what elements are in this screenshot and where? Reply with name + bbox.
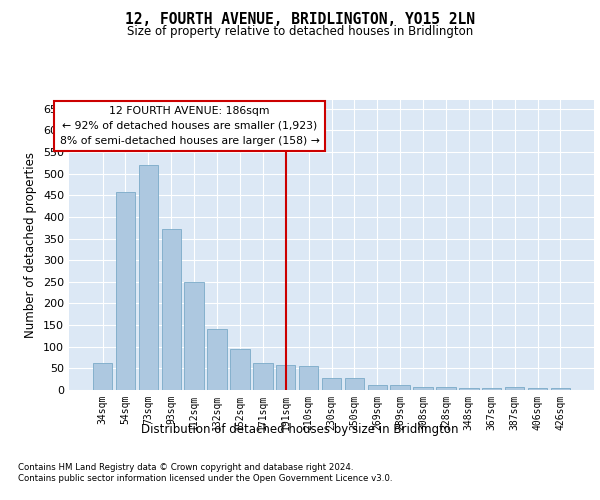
Bar — [368, 385, 387, 390]
Bar — [528, 388, 547, 390]
Bar — [93, 363, 112, 390]
Bar — [413, 386, 433, 390]
Text: Distribution of detached houses by size in Bridlington: Distribution of detached houses by size … — [141, 422, 459, 436]
Bar — [459, 388, 479, 390]
Bar — [208, 330, 227, 390]
Bar — [184, 282, 204, 390]
Bar — [482, 388, 502, 390]
Bar — [505, 387, 524, 390]
Bar — [253, 362, 272, 390]
Bar — [230, 349, 250, 390]
Bar — [161, 229, 181, 390]
Bar — [322, 378, 341, 390]
Bar — [116, 192, 135, 390]
Bar — [436, 386, 455, 390]
Text: Size of property relative to detached houses in Bridlington: Size of property relative to detached ho… — [127, 25, 473, 38]
Bar — [139, 165, 158, 390]
Bar — [299, 366, 319, 390]
Text: 12 FOURTH AVENUE: 186sqm
← 92% of detached houses are smaller (1,923)
8% of semi: 12 FOURTH AVENUE: 186sqm ← 92% of detach… — [59, 106, 320, 146]
Text: Contains public sector information licensed under the Open Government Licence v3: Contains public sector information licen… — [18, 474, 392, 483]
Bar — [344, 378, 364, 390]
Y-axis label: Number of detached properties: Number of detached properties — [25, 152, 37, 338]
Bar — [391, 385, 410, 390]
Bar — [551, 388, 570, 390]
Text: Contains HM Land Registry data © Crown copyright and database right 2024.: Contains HM Land Registry data © Crown c… — [18, 462, 353, 471]
Text: 12, FOURTH AVENUE, BRIDLINGTON, YO15 2LN: 12, FOURTH AVENUE, BRIDLINGTON, YO15 2LN — [125, 12, 475, 28]
Bar — [276, 366, 295, 390]
